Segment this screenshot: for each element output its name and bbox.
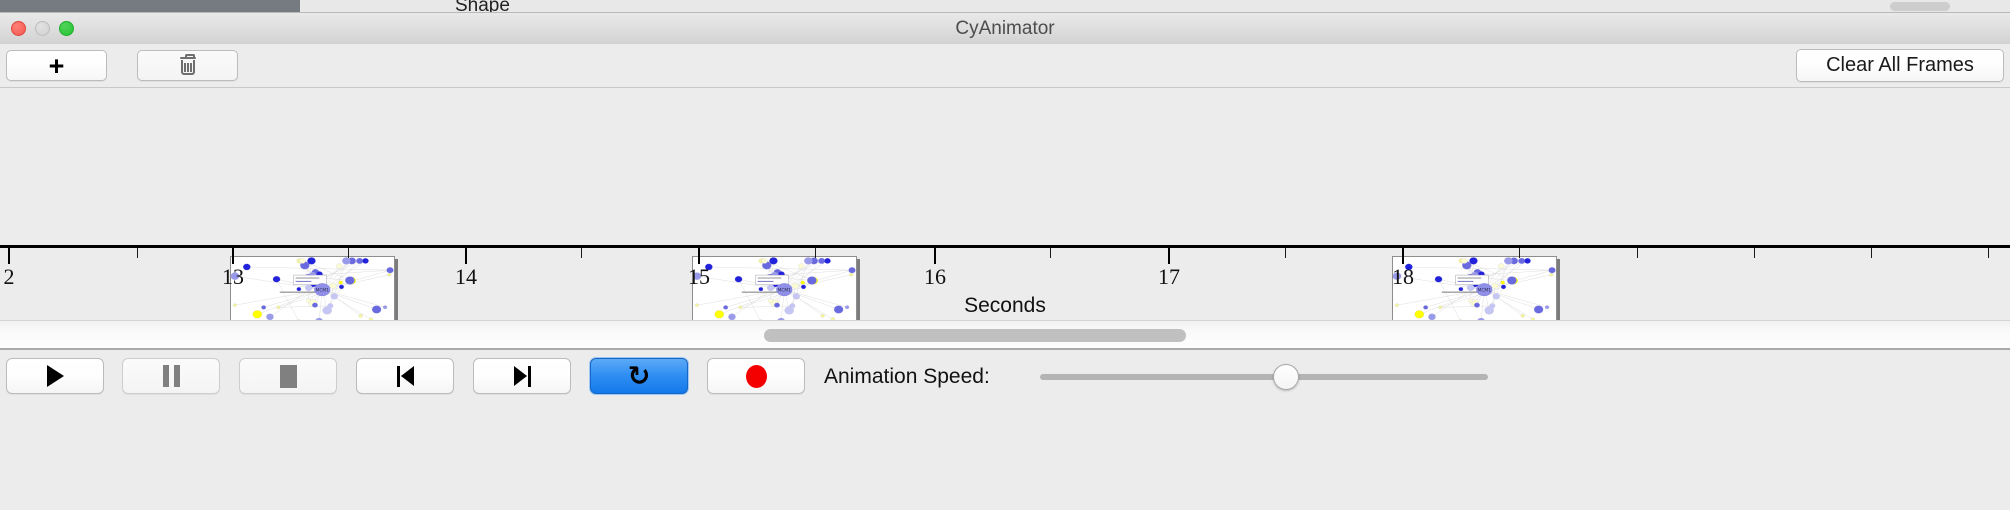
svg-text:MCM1: MCM1: [316, 288, 330, 294]
timeline-tick: [137, 248, 138, 258]
pause-button[interactable]: [122, 358, 220, 394]
pause-icon: [162, 365, 180, 387]
playback-control-bar: ↻ Animation Speed:: [0, 352, 2010, 510]
play-button[interactable]: [6, 358, 104, 394]
record-button[interactable]: [707, 358, 805, 394]
timeline-tick: [1871, 248, 1872, 258]
timeline-tick: [8, 248, 10, 264]
svg-text:MCM1: MCM1: [1478, 288, 1492, 294]
timeline-panel[interactable]: MCM1 MCM1 MCM1 2 13 14 15 16 17 18 Seconds: [0, 88, 2010, 320]
timeline-tick: [1285, 248, 1286, 258]
delete-frame-button[interactable]: [137, 50, 238, 81]
animation-speed-slider[interactable]: [1040, 364, 1488, 390]
timeline-tick: [934, 248, 936, 264]
frame-thumbnail-3[interactable]: MCM1: [1392, 256, 1557, 320]
background-app-chrome: Shape: [0, 0, 2010, 13]
slider-track[interactable]: [1040, 374, 1488, 380]
frame-thumbnail-1[interactable]: MCM1: [230, 256, 395, 320]
timeline-tick: [1519, 248, 1520, 258]
timeline-tick-label: 14: [455, 264, 477, 289]
slider-knob[interactable]: [1273, 364, 1300, 390]
loop-icon: ↻: [627, 360, 651, 392]
timeline-axis-line: [0, 245, 2010, 248]
timeline-tick: [1754, 248, 1755, 258]
timeline-tick: [232, 248, 234, 264]
stop-icon: [279, 364, 297, 388]
timeline-tick: [1050, 248, 1051, 258]
previous-frame-button[interactable]: [356, 358, 454, 394]
timeline-tick: [348, 248, 349, 258]
background-app-tab: [0, 0, 300, 13]
timeline-tick: [465, 248, 467, 264]
frame-toolbar: + Clear All Frames: [0, 44, 2010, 88]
window-titlebar: CyAnimator: [0, 13, 2010, 45]
loop-button[interactable]: ↻: [590, 358, 688, 394]
timeline-tick-label: 15: [688, 264, 710, 289]
background-divider: [0, 12, 2010, 13]
timeline-tick-label: 18: [1392, 264, 1414, 289]
timeline-tick: [1988, 248, 1989, 258]
timeline-axis-title: Seconds: [964, 294, 1046, 317]
timeline-tick-label: 2: [3, 264, 15, 289]
record-icon: [745, 364, 767, 388]
timeline-horizontal-scrollbar[interactable]: [0, 320, 2010, 350]
timeline-tick: [1402, 248, 1404, 264]
window-title: CyAnimator: [955, 18, 1055, 39]
scrollbar-thumb[interactable]: [763, 329, 1186, 342]
minimize-button[interactable]: [35, 21, 50, 36]
svg-text:MCM1: MCM1: [778, 288, 792, 294]
animation-speed-label: Animation Speed:: [824, 365, 990, 388]
skip-next-icon: [513, 365, 531, 387]
timeline-tick-label: 16: [924, 264, 946, 289]
window-traffic-lights: [11, 21, 74, 36]
zoom-button[interactable]: [59, 21, 74, 36]
clear-all-frames-button[interactable]: Clear All Frames: [1796, 49, 2004, 82]
timeline-tick-label: 13: [222, 264, 244, 289]
timeline-tick: [1637, 248, 1638, 258]
trash-icon: [179, 53, 197, 76]
timeline-tick-label: 17: [1158, 264, 1180, 289]
background-scroll-nub: [1890, 2, 1950, 11]
timeline-tick: [1168, 248, 1170, 264]
timeline-tick: [581, 248, 582, 258]
timeline-tick: [815, 248, 816, 258]
close-button[interactable]: [11, 21, 26, 36]
play-icon: [46, 365, 64, 387]
stop-button[interactable]: [239, 358, 337, 394]
background-shape-label: Shape: [455, 0, 510, 13]
timeline-tick: [698, 248, 700, 264]
add-frame-button[interactable]: +: [6, 50, 107, 81]
frame-thumbnail-2[interactable]: MCM1: [692, 256, 857, 320]
skip-previous-icon: [396, 365, 414, 387]
next-frame-button[interactable]: [473, 358, 571, 394]
